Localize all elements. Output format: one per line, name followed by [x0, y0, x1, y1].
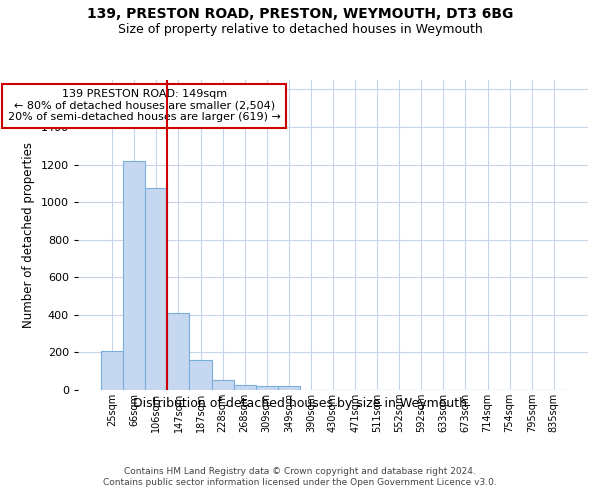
Text: Distribution of detached houses by size in Weymouth: Distribution of detached houses by size …	[133, 398, 467, 410]
Bar	[123, 161, 145, 390]
Bar	[145, 188, 167, 390]
Y-axis label: Number of detached properties: Number of detached properties	[22, 142, 35, 328]
Bar	[167, 313, 190, 390]
Bar	[190, 360, 212, 390]
Bar	[101, 352, 123, 390]
Text: 139 PRESTON ROAD: 149sqm
← 80% of detached houses are smaller (2,504)
20% of sem: 139 PRESTON ROAD: 149sqm ← 80% of detach…	[8, 90, 281, 122]
Bar	[212, 380, 233, 390]
Text: Size of property relative to detached houses in Weymouth: Size of property relative to detached ho…	[118, 22, 482, 36]
Bar	[278, 386, 300, 390]
Text: 139, PRESTON ROAD, PRESTON, WEYMOUTH, DT3 6BG: 139, PRESTON ROAD, PRESTON, WEYMOUTH, DT…	[87, 8, 513, 22]
Bar	[233, 384, 256, 390]
Text: Contains HM Land Registry data © Crown copyright and database right 2024.
Contai: Contains HM Land Registry data © Crown c…	[103, 468, 497, 487]
Bar	[256, 386, 278, 390]
